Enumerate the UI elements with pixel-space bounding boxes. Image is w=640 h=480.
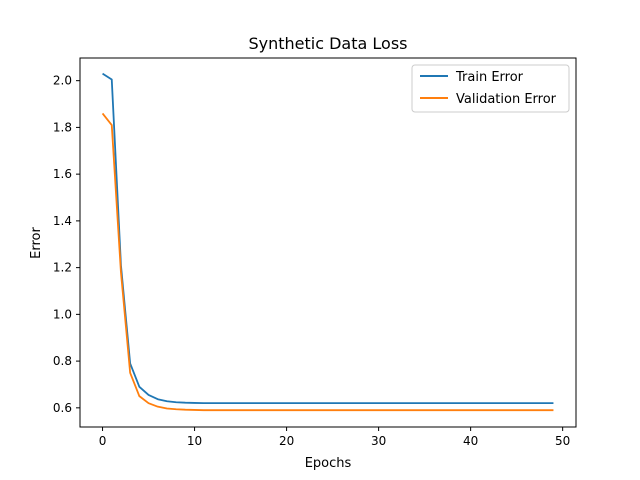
series-line-train-error <box>102 72 554 405</box>
x-tick-label: 40 <box>463 434 478 448</box>
legend-label-validation-error: Validation Error <box>456 92 557 107</box>
legend-label-train-error: Train Error <box>455 70 524 85</box>
legend-box <box>411 64 570 113</box>
legend: Train Error Validation Error <box>411 64 570 113</box>
x-tick-label: 50 <box>555 434 570 448</box>
y-tick-label: 1.2 <box>53 261 72 275</box>
x-tick-label: 10 <box>187 434 202 448</box>
x-tick-label: 0 <box>99 434 107 448</box>
x-axis-label: Epochs <box>305 456 352 471</box>
plot-area-frame <box>79 57 577 428</box>
y-tick-label: 0.8 <box>53 354 72 368</box>
y-tick-label: 1.0 <box>53 307 72 321</box>
axis-ticks: 0 10 20 30 40 50 0.6 0.8 1.0 1.2 1.4 1.6 1.8 2.0 <box>53 74 570 448</box>
chart-title: Synthetic Data Loss <box>248 34 407 53</box>
series-layer <box>101 72 554 412</box>
series-line-validation-error <box>101 112 554 412</box>
y-tick-label: 1.6 <box>53 167 72 181</box>
y-tick-label: 0.6 <box>53 401 72 415</box>
y-axis-label: Error <box>29 227 44 259</box>
y-tick-label: 2.0 <box>53 74 72 88</box>
y-tick-label: 1.4 <box>53 214 72 228</box>
x-tick-label: 20 <box>279 434 294 448</box>
y-tick-label: 1.8 <box>53 120 72 134</box>
x-tick-label: 30 <box>371 434 386 448</box>
